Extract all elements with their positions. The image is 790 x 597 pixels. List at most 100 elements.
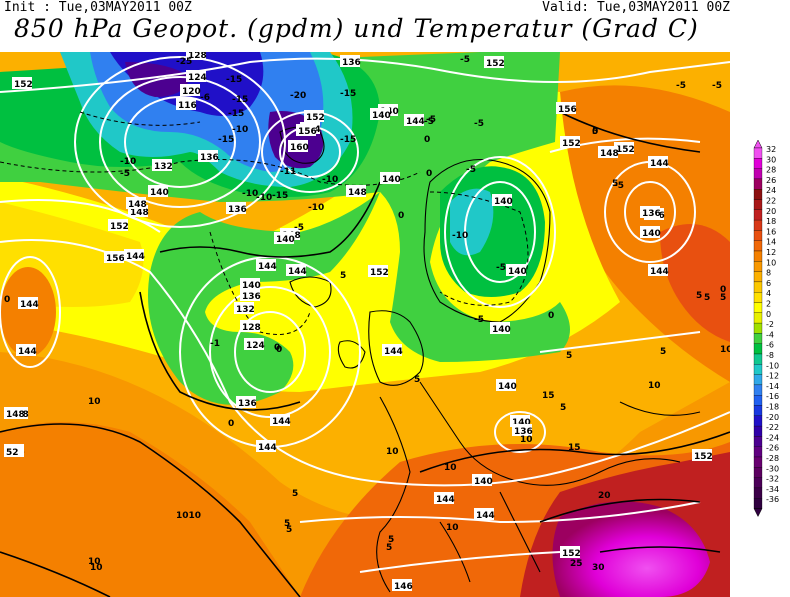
legend-label: -24 bbox=[766, 433, 779, 442]
temp-label: 0 bbox=[424, 135, 430, 145]
legend-label: -10 bbox=[766, 361, 779, 370]
temp-label: 10 bbox=[88, 397, 101, 407]
legend-label: -14 bbox=[766, 382, 779, 391]
geo-label: 140 bbox=[498, 382, 517, 392]
zone-scandinavia-teal bbox=[450, 188, 494, 256]
temp-label: 20 bbox=[598, 491, 611, 501]
temp-label: 10 bbox=[520, 435, 533, 445]
temp-label: -5 bbox=[614, 181, 624, 191]
geo-label: 140 bbox=[276, 235, 295, 245]
temp-label: 10 bbox=[720, 345, 730, 355]
temp-label: 5 bbox=[292, 489, 298, 499]
geo-label: 140 bbox=[242, 281, 261, 291]
legend-swatch bbox=[753, 353, 763, 365]
legend-swatch bbox=[753, 415, 763, 427]
legend-label: -26 bbox=[766, 444, 779, 453]
temp-label: 5 bbox=[704, 293, 710, 303]
legend-swatch bbox=[753, 199, 763, 210]
temp-label: -15 bbox=[272, 191, 288, 201]
legend-swatch bbox=[753, 147, 763, 159]
geo-label: 136 bbox=[238, 399, 257, 409]
map-canvas: 152 128 124 120 116 132 136 140 148 144 … bbox=[0, 52, 730, 597]
temp-label: -15 bbox=[232, 95, 248, 105]
temp-label: -10 bbox=[242, 189, 258, 199]
geo-label: 144 bbox=[258, 443, 277, 453]
legend-label: 12 bbox=[766, 248, 776, 257]
legend-swatch bbox=[753, 374, 763, 386]
temp-label: -5 bbox=[676, 81, 686, 91]
geo-label: 152 bbox=[110, 222, 129, 232]
geo-label: 152 bbox=[616, 145, 635, 155]
temp-label: 5 bbox=[286, 525, 292, 535]
temp-label: 0 bbox=[274, 343, 280, 353]
temp-label: -15 bbox=[226, 75, 242, 85]
legend-swatch bbox=[753, 477, 763, 489]
geo-label: 148 bbox=[128, 200, 147, 210]
geopotential-labels: 152 128 124 120 116 132 136 140 148 144 … bbox=[4, 52, 713, 592]
legend-canvas: 32302826242220181614121086420-2-4-6-8-10… bbox=[753, 140, 779, 518]
geo-label: 140 bbox=[372, 111, 391, 121]
geo-label: 136 bbox=[228, 205, 247, 215]
temp-label: -5 bbox=[460, 55, 470, 65]
zone-atlantic-blob bbox=[0, 267, 56, 357]
map-header: Init : Tue,03MAY2011 00Z Valid: Tue,03MA… bbox=[0, 0, 790, 52]
temp-label: 30 bbox=[592, 563, 605, 573]
init-time: Init : Tue,03MAY2011 00Z bbox=[4, 0, 192, 15]
temp-label: -10 bbox=[452, 231, 468, 241]
legend-swatch bbox=[753, 158, 763, 169]
legend-label: -12 bbox=[766, 372, 779, 381]
temp-label: 10 bbox=[88, 557, 101, 567]
legend-label: 20 bbox=[766, 207, 776, 216]
geo-label: 152 bbox=[694, 452, 713, 462]
geo-label: 144 bbox=[436, 495, 455, 505]
geo-label: 120 bbox=[182, 87, 201, 97]
legend-label: -36 bbox=[766, 495, 779, 504]
geo-label: 140 bbox=[494, 197, 513, 207]
legend-swatch bbox=[753, 384, 763, 396]
legend-swatch bbox=[753, 312, 763, 324]
legend-label: 28 bbox=[766, 166, 776, 175]
color-legend: 32 30 28 26 24 22 20 18 16 14 12 10 8 6 4 2 0 -2 -4 -6 -8 -10… bbox=[750, 140, 790, 520]
geo-label: 140 bbox=[382, 175, 401, 185]
legend-swatch bbox=[753, 446, 763, 458]
temp-label: -15 bbox=[228, 109, 244, 119]
legend-label: -34 bbox=[766, 485, 779, 494]
temp-label: -25 bbox=[176, 57, 192, 67]
geo-label: 152 bbox=[562, 139, 581, 149]
legend-swatch bbox=[753, 395, 763, 406]
geo-label: 136 bbox=[200, 153, 219, 163]
legend-label: -4 bbox=[766, 330, 774, 339]
temp-label: -5 bbox=[120, 169, 130, 179]
temp-label: -1 bbox=[210, 339, 220, 349]
valid-time: Valid: Tue,03MAY2011 00Z bbox=[542, 0, 730, 15]
geo-label: 156 bbox=[558, 105, 577, 115]
zone-hot-east bbox=[660, 224, 730, 342]
geo-label: 152 bbox=[562, 549, 581, 559]
geo-label: 144 bbox=[272, 417, 291, 427]
geo-label: 124 bbox=[188, 73, 207, 83]
geo-label: 132 bbox=[154, 162, 173, 172]
geo-label: 144 bbox=[406, 117, 425, 127]
geo-label: 144 bbox=[650, 267, 669, 277]
legend-label: 18 bbox=[766, 217, 776, 226]
temp-label: -5 bbox=[426, 115, 436, 125]
temp-label: -6 bbox=[200, 93, 210, 103]
legend-label: 6 bbox=[766, 279, 771, 288]
geo-label: 152 bbox=[306, 113, 325, 123]
legend-swatch bbox=[753, 456, 763, 468]
legend-swatch bbox=[753, 240, 763, 252]
temp-label: -5 bbox=[712, 81, 722, 91]
temp-label: 5 bbox=[720, 293, 726, 303]
temp-label: 5 bbox=[340, 271, 346, 281]
temp-label: 0 bbox=[276, 345, 282, 355]
legend-swatch bbox=[753, 292, 763, 303]
geo-label: 144 bbox=[650, 159, 669, 169]
geo-label: 148 bbox=[348, 188, 367, 198]
temp-label: 10 bbox=[386, 447, 399, 457]
legend-label: -16 bbox=[766, 392, 779, 401]
legend-swatch bbox=[753, 230, 763, 241]
geo-label: 140 bbox=[512, 418, 531, 428]
legend-label: -2 bbox=[766, 320, 774, 329]
legend-swatch bbox=[753, 322, 763, 334]
legend-label: 30 bbox=[766, 155, 776, 164]
